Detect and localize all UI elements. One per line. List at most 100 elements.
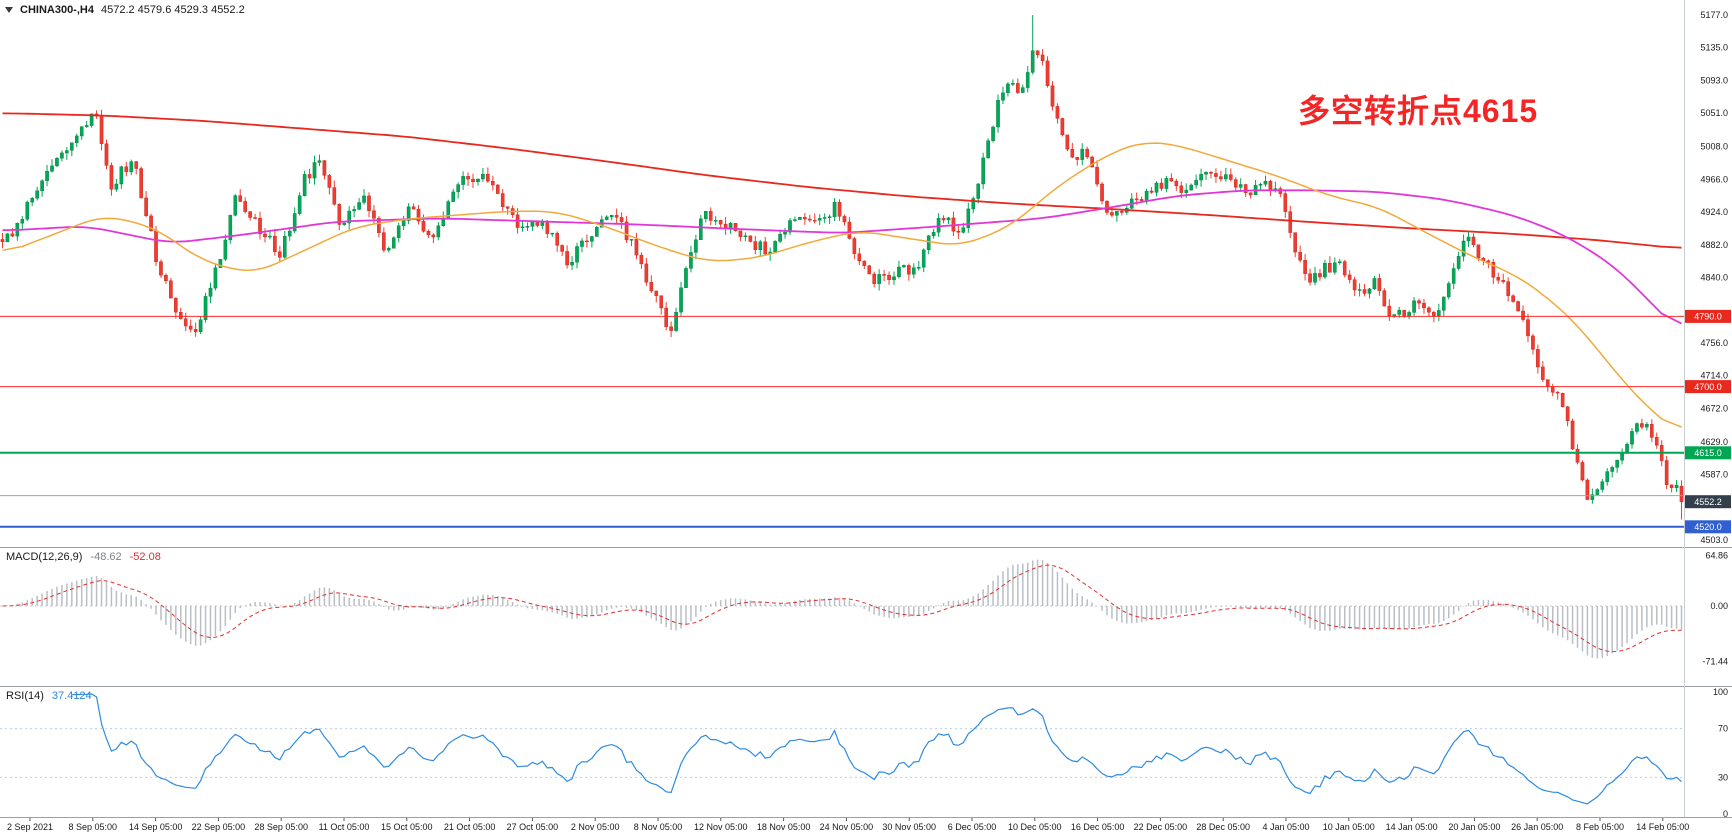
candle-body <box>273 235 277 252</box>
candle-body <box>332 187 337 205</box>
candle-body <box>188 325 193 330</box>
candle-body <box>545 221 550 234</box>
candle-body <box>1674 484 1679 489</box>
candle-body <box>114 183 119 190</box>
candle-body <box>1669 484 1674 488</box>
candle-body <box>258 217 262 235</box>
candle-body <box>30 198 34 203</box>
candle-body <box>842 216 847 223</box>
candle-body <box>411 206 416 210</box>
candle-body <box>1001 92 1005 101</box>
candle-body <box>1050 85 1055 107</box>
candle-body <box>481 173 485 180</box>
candle-body <box>1011 83 1015 85</box>
candle-body <box>585 240 589 243</box>
candle-body <box>1139 199 1144 201</box>
candle-body <box>144 197 148 216</box>
candle-body <box>416 208 421 222</box>
candle-body <box>169 280 173 299</box>
candle-body <box>1620 453 1624 461</box>
candle-body <box>119 166 124 185</box>
candle-body <box>1164 178 1169 189</box>
candle-body <box>897 266 901 278</box>
time-axis-label: 6 Dec 05:00 <box>948 822 997 832</box>
candle-body <box>0 239 5 242</box>
candle-body <box>808 218 812 221</box>
candle-body <box>317 160 322 163</box>
time-axis-label: 11 Oct 05:00 <box>319 822 370 832</box>
candle-body <box>134 161 139 169</box>
candle-body <box>1545 379 1550 387</box>
price-axis-label: 5093.0 <box>1700 75 1728 85</box>
candle-body <box>530 221 535 227</box>
candle-body <box>590 236 594 242</box>
candle-body <box>669 326 673 331</box>
candle-body <box>1526 319 1530 337</box>
candle-body <box>1342 261 1347 276</box>
candle-body <box>1144 190 1149 202</box>
macd-signal-value: -52.08 <box>129 551 161 563</box>
candle-body <box>401 220 406 227</box>
candle-body <box>882 274 886 276</box>
candle-body <box>297 195 302 214</box>
candle-body <box>1080 148 1085 160</box>
candle-body <box>1511 295 1515 302</box>
candle-body <box>1055 106 1060 119</box>
candle-body <box>803 217 807 220</box>
candle-body <box>743 235 748 238</box>
annotation-turning-point: 多空转折点4615 <box>1298 93 1539 129</box>
candle-body <box>1337 261 1342 264</box>
candle-body <box>99 116 104 144</box>
quick-trade-arrow-icon[interactable] <box>5 7 13 13</box>
candle-body <box>946 217 951 221</box>
candle-body <box>694 239 698 253</box>
candle-body <box>421 220 426 232</box>
macd-layer <box>0 559 1684 659</box>
candle-body <box>174 297 178 313</box>
candle-body <box>1367 288 1372 294</box>
candle-body <box>466 176 470 180</box>
candle-body <box>1268 180 1273 191</box>
candle-body <box>322 160 327 176</box>
symbol-timeframe-label: CHINA300-,H4 <box>20 4 94 16</box>
candle-body <box>921 249 926 268</box>
candle-body <box>614 215 619 218</box>
candle-body <box>1174 180 1179 187</box>
candle-body <box>827 216 832 218</box>
candle-body <box>1610 467 1614 472</box>
candle-body <box>887 274 891 281</box>
candle-body <box>327 175 332 188</box>
candle-body <box>89 113 94 126</box>
time-axis-label: 24 Nov 05:00 <box>820 822 874 832</box>
candle-body <box>1471 236 1476 246</box>
candle-body <box>852 238 857 255</box>
candle-body <box>79 126 84 137</box>
candle-body <box>1570 420 1575 450</box>
candle-body <box>268 235 272 238</box>
candle-body <box>1020 87 1025 93</box>
candle-body <box>431 234 436 238</box>
candle-body <box>748 235 753 242</box>
candle-body <box>451 191 455 202</box>
candle-body <box>1466 236 1471 242</box>
candle-body <box>912 267 916 275</box>
rsi-indicator-name: RSI(14) <box>6 690 44 702</box>
candle-body <box>1184 189 1189 193</box>
candle-body <box>634 239 639 256</box>
candle-body <box>50 165 54 172</box>
candle-body <box>1243 184 1248 193</box>
candle-body <box>991 126 995 141</box>
price-badge-label: 4520.0 <box>1694 522 1722 532</box>
candle-body <box>1441 296 1446 311</box>
candle-body <box>580 240 584 247</box>
candle-body <box>728 223 733 229</box>
candle-body <box>1541 366 1545 380</box>
candle-body <box>486 173 490 182</box>
candle-body <box>1169 178 1174 182</box>
candle-body <box>84 125 89 127</box>
price-axis-label: 4714.0 <box>1700 371 1728 381</box>
price-badge <box>1685 520 1731 534</box>
candle-body <box>1491 262 1496 278</box>
